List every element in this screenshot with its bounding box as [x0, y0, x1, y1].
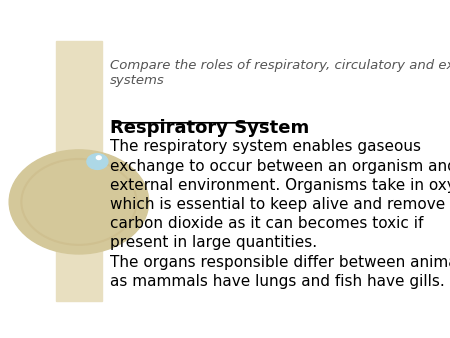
Text: Compare the roles of respiratory, circulatory and excretory
systems: Compare the roles of respiratory, circul… [110, 59, 450, 87]
Text: The respiratory system enables gaseous
exchange to occur between an organism and: The respiratory system enables gaseous e… [110, 140, 450, 289]
Bar [56, 41, 102, 301]
Circle shape [9, 150, 148, 254]
Circle shape [87, 154, 108, 169]
Text: Respiratory System: Respiratory System [110, 119, 310, 137]
Circle shape [96, 156, 101, 160]
